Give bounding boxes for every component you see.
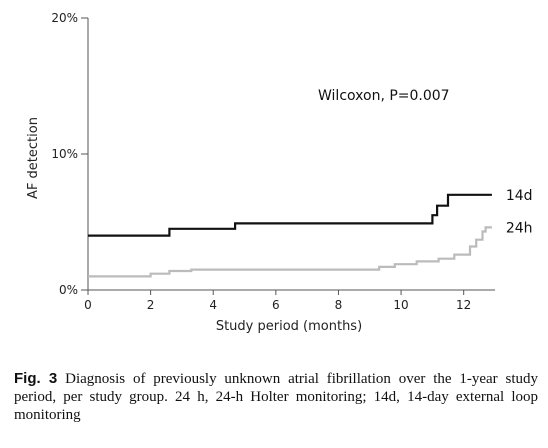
series-lines: 14d 24h xyxy=(88,188,533,278)
figure-caption-text: Diagnosis of previously unknown atrial f… xyxy=(14,371,539,423)
series-line-24h xyxy=(88,226,492,278)
y-tick-label: 20% xyxy=(51,11,78,25)
figure-caption-label: Fig. 3 xyxy=(14,370,58,387)
series-line-14d xyxy=(88,193,492,237)
x-axis-title: Study period (months) xyxy=(216,319,362,334)
x-tick-label: 2 xyxy=(147,298,155,312)
x-tick-label: 10 xyxy=(393,298,408,312)
x-tick-label: 4 xyxy=(209,298,217,312)
series-label-14d: 14d xyxy=(506,188,533,204)
y-axis-title: AF detection xyxy=(26,117,41,199)
chart-labels: Wilcoxon, P=0.007 AF detection Study per… xyxy=(26,88,450,334)
figure-caption: Fig. 3 Diagnosis of previously unknown a… xyxy=(14,370,538,424)
y-tick-label: 0% xyxy=(59,283,78,297)
x-tick-label: 12 xyxy=(456,298,471,312)
series-label-24h: 24h xyxy=(506,220,533,236)
af-detection-chart: 0% 10% 20% 0 2 4 6 8 10 12 14d 24h Wilcoxon, P=0.0… xyxy=(26,11,533,334)
y-tick-label: 10% xyxy=(51,147,78,161)
x-tick-label: 8 xyxy=(335,298,343,312)
wilcoxon-annotation: Wilcoxon, P=0.007 xyxy=(318,88,450,104)
axes: 0% 10% 20% 0 2 4 6 8 10 12 xyxy=(51,11,495,312)
x-tick-label: 6 xyxy=(272,298,280,312)
x-tick-label: 0 xyxy=(84,298,92,312)
